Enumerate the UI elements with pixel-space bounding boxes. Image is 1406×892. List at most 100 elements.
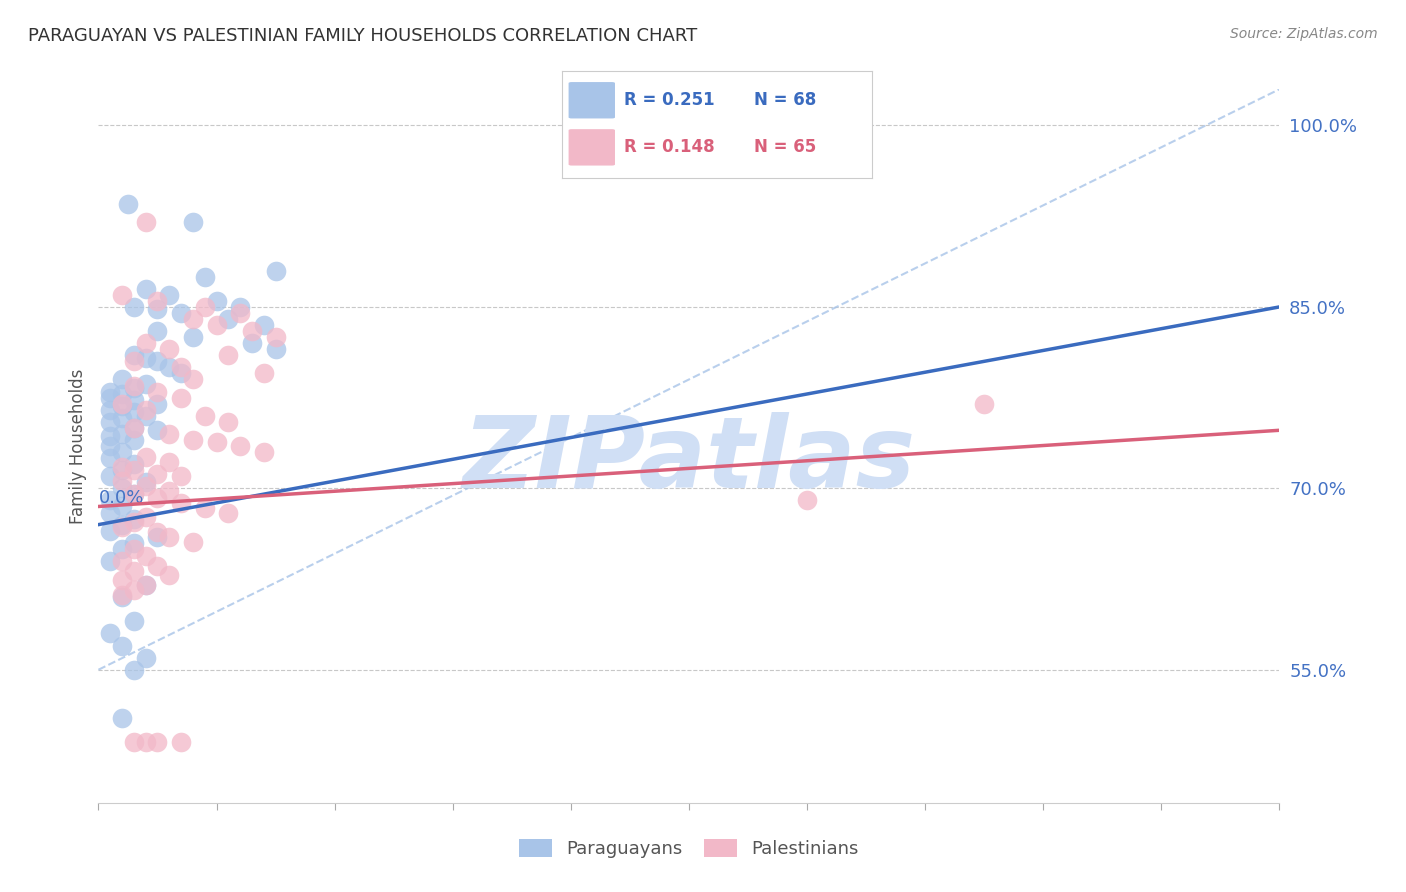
Point	[146, 302, 169, 317]
Point	[146, 324, 169, 338]
Point	[98, 451, 121, 466]
Point	[98, 506, 121, 520]
Point	[135, 735, 157, 749]
Point	[146, 467, 169, 481]
Point	[122, 541, 145, 556]
Point	[122, 378, 145, 392]
Point	[122, 564, 145, 578]
Point	[264, 263, 287, 277]
Point	[240, 324, 263, 338]
Point	[146, 491, 169, 505]
Point	[98, 554, 121, 568]
Point	[111, 399, 134, 413]
Point	[146, 423, 169, 437]
Point	[146, 384, 169, 399]
Point	[111, 574, 134, 588]
Point	[157, 530, 180, 544]
Point	[146, 558, 169, 573]
Point	[122, 354, 145, 368]
Point	[122, 421, 145, 435]
Point	[111, 397, 134, 411]
Point	[796, 493, 818, 508]
Point	[253, 318, 276, 332]
Point	[253, 367, 276, 381]
Point	[146, 293, 169, 308]
Point	[146, 524, 169, 539]
Point	[111, 554, 134, 568]
Point	[135, 510, 157, 524]
Point	[122, 487, 145, 501]
Point	[157, 426, 180, 441]
Point	[111, 372, 134, 386]
Point	[135, 351, 157, 365]
Point	[111, 590, 134, 604]
Point	[194, 269, 217, 284]
Point	[264, 343, 287, 357]
Text: R = 0.251: R = 0.251	[624, 91, 714, 109]
Point	[111, 517, 134, 532]
Point	[122, 457, 145, 471]
Point	[217, 348, 239, 362]
Point	[157, 360, 180, 375]
Point	[240, 336, 263, 351]
Point	[122, 515, 145, 529]
Point	[194, 300, 217, 314]
Point	[217, 312, 239, 326]
Point	[253, 445, 276, 459]
Point	[122, 615, 145, 629]
FancyBboxPatch shape	[568, 129, 614, 166]
Point	[98, 626, 121, 640]
Point	[135, 549, 157, 563]
Point	[135, 409, 157, 423]
Point	[111, 588, 134, 602]
Point	[205, 435, 228, 450]
Point	[98, 384, 121, 399]
Point	[111, 541, 134, 556]
Point	[111, 711, 134, 725]
Point	[181, 215, 204, 229]
Point	[111, 500, 134, 514]
Point	[122, 535, 145, 549]
Point	[194, 409, 217, 423]
Text: Source: ZipAtlas.com: Source: ZipAtlas.com	[1230, 27, 1378, 41]
Point	[122, 511, 145, 525]
Point	[229, 439, 252, 453]
Point	[217, 506, 239, 520]
Point	[98, 439, 121, 453]
Point	[117, 197, 139, 211]
Point	[157, 568, 180, 582]
Point	[111, 288, 134, 302]
Point	[122, 487, 145, 501]
Point	[157, 483, 180, 498]
Point	[98, 391, 121, 405]
Point	[146, 354, 169, 368]
Point	[135, 650, 157, 665]
Point	[122, 300, 145, 314]
Point	[111, 445, 134, 459]
Point	[111, 463, 134, 477]
Point	[135, 578, 157, 592]
Point	[181, 312, 204, 326]
Point	[170, 391, 193, 405]
Point	[122, 421, 145, 435]
Point	[122, 392, 145, 407]
Point	[157, 288, 180, 302]
Point	[181, 330, 204, 344]
Y-axis label: Family Households: Family Households	[69, 368, 87, 524]
Point	[122, 663, 145, 677]
Point	[122, 735, 145, 749]
Point	[135, 336, 157, 351]
Point	[98, 524, 121, 538]
Point	[170, 306, 193, 320]
Point	[205, 318, 228, 332]
Point	[157, 455, 180, 469]
Point	[122, 582, 145, 597]
Point	[181, 372, 204, 386]
Point	[135, 578, 157, 592]
Point	[98, 493, 121, 508]
Point	[135, 215, 157, 229]
Point	[111, 474, 134, 488]
Point	[98, 429, 121, 443]
Point	[229, 306, 252, 320]
Legend: Paraguayans, Palestinians: Paraguayans, Palestinians	[512, 831, 866, 865]
